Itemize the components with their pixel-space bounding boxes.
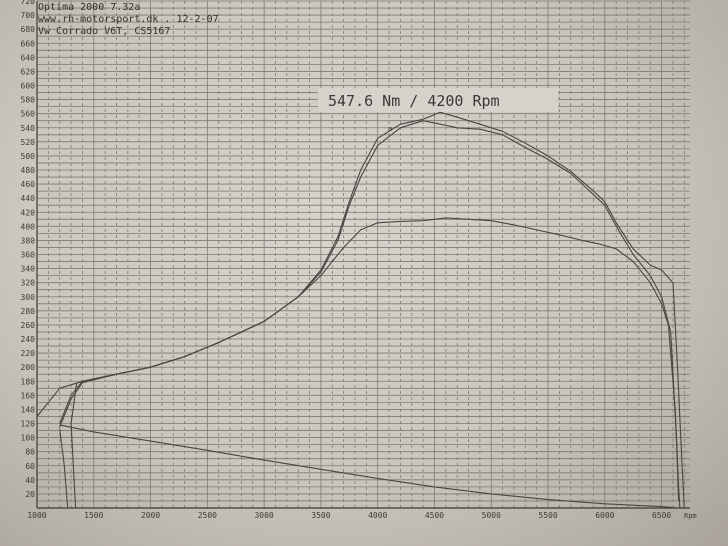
y-tick-label: 600 [21, 82, 36, 91]
y-tick-label: 420 [21, 208, 36, 217]
x-tick-label: 3000 [254, 511, 273, 520]
y-tick-label: 700 [21, 11, 36, 20]
y-tick-label: 520 [21, 138, 36, 147]
y-tick-label: 440 [21, 194, 36, 203]
y-tick-labels: 20 40 60 80 100 120 140 160 180 200 220 240 260 280 30… [21, 0, 36, 499]
x-tick-labels: 1000 1500 2000 2500 3000 3500 4000 4500 5000 5500… [27, 511, 671, 520]
y-tick-label: 680 [21, 25, 36, 34]
y-tick-label: 320 [21, 279, 36, 288]
y-tick-label: 380 [21, 236, 36, 245]
y-tick-label: 720 [21, 0, 36, 6]
axes [36, 1, 690, 509]
y-tick-label: 660 [21, 39, 36, 48]
y-tick-label: 400 [21, 222, 36, 231]
peak-torque-annotation: 547.6 Nm / 4200 Rpm [328, 92, 500, 110]
y-tick-label: 500 [21, 152, 36, 161]
y-tick-label: 240 [21, 335, 36, 344]
x-tick-label: 3500 [311, 511, 330, 520]
y-tick-label: 560 [21, 110, 36, 119]
y-tick-label: 40 [25, 476, 35, 485]
header-website-date: www.rh-motorsport.dk . 12-2-07 [38, 14, 219, 25]
y-tick-label: 480 [21, 166, 36, 175]
curve-6 [70, 382, 78, 509]
annotation-box [318, 88, 558, 112]
y-tick-label: 300 [21, 293, 36, 302]
curve-4 [59, 424, 679, 509]
y-tick-label: 620 [21, 67, 36, 76]
grid [37, 0, 690, 508]
y-tick-label: 20 [25, 490, 35, 499]
y-tick-label: 580 [21, 96, 36, 105]
header-vehicle: Vw Corrado V6T, CS5167 [38, 26, 170, 37]
y-tick-label: 280 [21, 307, 36, 316]
x-tick-label: 5000 [482, 511, 501, 520]
y-tick-label: 140 [21, 405, 36, 414]
y-tick-label: 80 [25, 448, 35, 457]
x-tick-label: 6000 [595, 511, 614, 520]
y-tick-label: 540 [21, 124, 36, 133]
x-tick-label: 2500 [198, 511, 217, 520]
x-tick-label: 4500 [425, 511, 444, 520]
y-tick-label: 100 [21, 434, 36, 443]
x-tick-label: 2000 [141, 511, 160, 520]
x-axis-unit-label: Rpm [684, 512, 697, 520]
y-tick-label: 180 [21, 377, 36, 386]
y-tick-label: 220 [21, 349, 36, 358]
y-tick-label: 260 [21, 321, 36, 330]
x-tick-label: 1000 [27, 511, 46, 520]
x-tick-label: 5500 [538, 511, 557, 520]
x-tick-label: 6500 [652, 511, 671, 520]
y-tick-label: 200 [21, 363, 36, 372]
x-tick-label: 1500 [84, 511, 103, 520]
curves [36, 111, 685, 509]
y-tick-label: 640 [21, 53, 36, 62]
x-tick-label: 4000 [368, 511, 387, 520]
header-software: Optima 2000 7.32a [38, 2, 140, 13]
peak-marker: a [388, 125, 392, 133]
y-tick-label: 120 [21, 420, 36, 429]
y-tick-label: 460 [21, 180, 36, 189]
y-tick-label: 60 [25, 462, 35, 471]
curve-5 [59, 429, 69, 509]
y-tick-label: 340 [21, 265, 36, 274]
curve-3 [59, 111, 685, 509]
y-tick-label: 360 [21, 251, 36, 260]
y-tick-label: 160 [21, 391, 36, 400]
